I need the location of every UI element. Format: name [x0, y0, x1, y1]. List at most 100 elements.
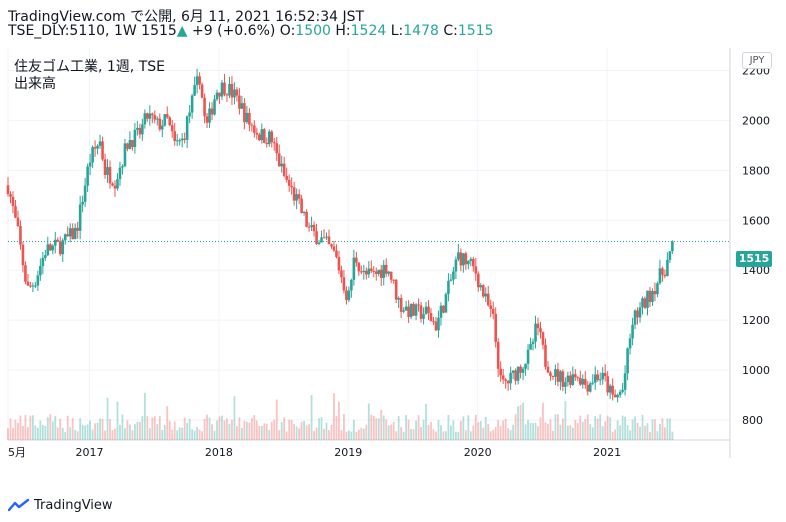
volume-bar: [191, 429, 194, 440]
y-tick-label: 1200: [742, 314, 770, 327]
candle-body: [392, 279, 395, 281]
candle-body: [49, 244, 52, 251]
candle-body: [561, 371, 565, 387]
volume-bar: [649, 431, 651, 440]
candle-body: [180, 138, 184, 141]
volume-bar: [238, 417, 241, 440]
candle-body: [34, 285, 37, 287]
volume-bar: [74, 430, 77, 440]
candle-body: [151, 113, 154, 116]
price-change: +9 (+0.6%): [192, 23, 276, 39]
candle-body: [484, 293, 488, 297]
candle-body: [432, 321, 435, 323]
candle-body: [394, 279, 398, 300]
volume-bar: [385, 419, 388, 440]
volume-bar: [666, 418, 669, 440]
candle-body: [653, 291, 657, 295]
chart-area[interactable]: 800 1000 1200 1400 1600 1800 2000 2200 5月 2017 201…: [6, 46, 784, 460]
candle-body: [312, 224, 316, 232]
candle-body: [444, 294, 448, 313]
candle-body: [175, 140, 179, 142]
candle-body: [118, 167, 122, 180]
candle-body: [243, 103, 246, 123]
last-price: 1515: [141, 23, 177, 39]
candle-body: [486, 293, 490, 306]
volume-bar: [624, 416, 626, 440]
candle-body: [39, 265, 42, 276]
candle-body: [342, 277, 346, 291]
candle-body: [121, 166, 124, 168]
y-tick-label: 800: [742, 414, 763, 427]
candle-body: [611, 385, 614, 395]
volume-bar: [377, 418, 380, 440]
candle-body: [165, 114, 169, 118]
candle-body: [337, 256, 341, 271]
volume-bar: [412, 429, 415, 440]
candle-body: [601, 372, 604, 380]
volume-bar: [263, 423, 266, 440]
candle-body: [539, 328, 542, 333]
volume-bar: [303, 420, 306, 440]
volume-bar: [31, 415, 34, 440]
candle-body: [116, 179, 119, 189]
volume-bar: [636, 422, 639, 440]
candle-body: [633, 310, 637, 325]
volume-bar: [181, 427, 184, 440]
volume-bar: [196, 427, 199, 440]
candle-body: [280, 163, 284, 167]
candle-body: [36, 275, 40, 286]
volume-bar: [370, 414, 373, 440]
x-tick-label: 2017: [76, 446, 104, 459]
volume-bar: [519, 404, 522, 440]
volume-bar: [24, 415, 27, 440]
volume-bar: [119, 424, 121, 440]
volume-bar: [504, 418, 507, 440]
volume-bar: [390, 424, 393, 440]
volume-bar: [158, 415, 161, 440]
volume-bar: [477, 422, 480, 440]
volume-bar: [415, 420, 417, 440]
volume-bar: [631, 419, 634, 440]
volume-bar: [335, 415, 338, 440]
candle-body: [126, 143, 129, 149]
volume-bar: [489, 431, 492, 440]
volume-bar: [355, 431, 358, 440]
volume-bar: [288, 419, 291, 440]
candle-body: [506, 380, 510, 384]
candle-body: [245, 112, 249, 123]
volume-bar: [462, 416, 465, 440]
volume-bar: [216, 420, 218, 440]
candle-body: [643, 298, 647, 308]
volume-bar: [208, 417, 211, 440]
plot-background: [8, 48, 730, 440]
volume-bar: [56, 427, 59, 440]
candle-body: [113, 185, 117, 189]
volume-bar: [629, 430, 631, 440]
candle-body: [46, 244, 50, 256]
currency-button[interactable]: JPY: [742, 52, 772, 69]
candle-body: [658, 268, 662, 284]
low-label: L:: [390, 23, 404, 39]
volume-bar: [243, 420, 246, 440]
candle-body: [541, 332, 545, 345]
candle-body: [58, 241, 62, 255]
volume-bar: [14, 419, 17, 440]
volume-bar: [36, 427, 39, 440]
volume-bar: [564, 401, 567, 440]
volume-bar: [101, 418, 104, 440]
candle-body: [71, 228, 74, 240]
volume-bar: [497, 420, 500, 440]
candle-body: [606, 376, 609, 393]
candle-body: [106, 167, 109, 175]
candle-body: [16, 217, 20, 226]
volume-bar: [417, 415, 420, 440]
candle-body: [546, 366, 550, 373]
volume-bar: [163, 424, 166, 440]
candle-body: [73, 227, 77, 240]
candle-body: [292, 187, 296, 201]
volume-bar: [131, 430, 134, 440]
volume-bar: [168, 420, 171, 440]
volume-bar: [285, 431, 288, 440]
volume-bar: [121, 414, 124, 440]
